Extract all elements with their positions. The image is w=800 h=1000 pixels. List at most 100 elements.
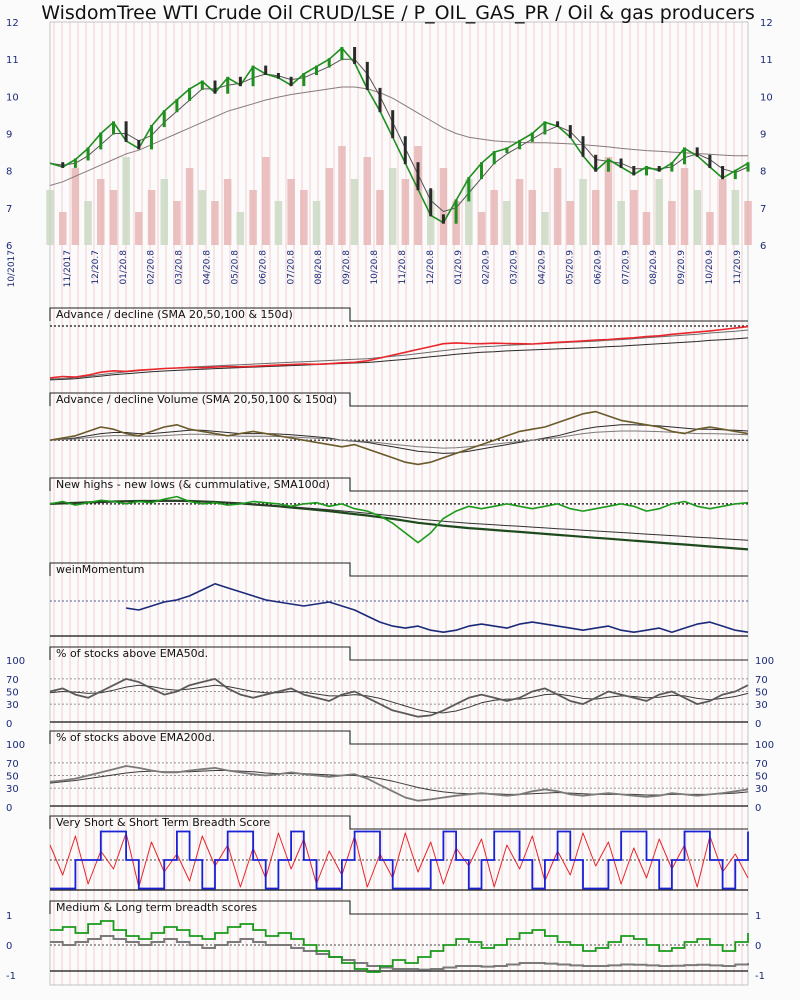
percent-y-tick-right: 30 xyxy=(755,784,768,795)
price-candle xyxy=(530,132,534,142)
panel-title: Advance / decline Volume (SMA 20,50,100 … xyxy=(56,393,337,406)
x-tick-label: 02/20.9 xyxy=(482,250,492,285)
panel-title: % of stocks above EMA200d. xyxy=(56,731,215,744)
volume-bar xyxy=(147,190,156,245)
volume-bar xyxy=(718,179,727,245)
price-y-tick-right: 7 xyxy=(760,204,766,215)
volume-bar xyxy=(338,146,346,245)
x-tick-label: 03/20.9 xyxy=(510,250,520,285)
price-slow-ma-line xyxy=(49,86,748,186)
price-candle xyxy=(480,162,483,180)
price-candle xyxy=(61,162,65,168)
panel-header-tab xyxy=(49,392,748,407)
percent-y-tick-left: 30 xyxy=(6,700,19,711)
price-candle xyxy=(518,139,522,150)
volume-bar xyxy=(274,201,283,245)
percent-y-tick-right: 50 xyxy=(755,772,768,783)
volume-bar xyxy=(109,190,118,245)
price-candle xyxy=(315,65,318,75)
volume-bar xyxy=(185,168,194,245)
chart-title: WisdomTree WTI Crude Oil CRUD/LSE / P_OI… xyxy=(41,2,755,24)
price-candle xyxy=(708,154,712,168)
volume-bar xyxy=(731,190,740,245)
price-y-tick-right: 8 xyxy=(760,167,766,178)
price-y-tick-right: 10 xyxy=(760,92,773,103)
price-candle xyxy=(175,99,179,113)
x-tick-label: 09/20.9 xyxy=(677,250,687,285)
panel-header-tab xyxy=(49,815,748,830)
price-y-tick-right: 9 xyxy=(760,130,766,141)
percent-line xyxy=(49,765,749,802)
panel-header-tab xyxy=(49,477,748,492)
price-candle xyxy=(594,154,598,172)
cumulative-line xyxy=(49,499,749,551)
price-candle xyxy=(340,47,344,61)
x-tick-label: 10/2017 xyxy=(7,250,17,287)
volume-bar xyxy=(604,157,613,245)
volume-bar xyxy=(46,190,54,245)
volume-bar xyxy=(655,179,663,245)
price-candle xyxy=(645,166,648,176)
volume-bar xyxy=(579,179,587,245)
x-tick-label: 10/20.9 xyxy=(705,250,715,285)
volume-bar xyxy=(401,179,410,245)
volume-bar xyxy=(706,212,714,245)
price-candle xyxy=(251,65,255,87)
price-y-tick-right: 11 xyxy=(760,55,773,66)
long-term-line xyxy=(50,935,749,971)
price-candle xyxy=(378,87,382,113)
volume-bar xyxy=(262,157,270,245)
panel-header-tab xyxy=(49,307,748,322)
price-candle xyxy=(505,147,509,154)
price-candle xyxy=(188,87,192,101)
x-tick-label: 12/20.7 xyxy=(91,250,101,285)
price-candle xyxy=(657,166,661,172)
panel-series-line xyxy=(49,410,749,466)
score-y-tick-left: 1 xyxy=(6,911,12,922)
percent-y-tick-left: 70 xyxy=(6,759,19,770)
ma-line xyxy=(49,770,749,796)
volume-bar xyxy=(249,190,257,245)
price-candle xyxy=(746,162,750,172)
momentum-line xyxy=(125,583,749,633)
price-y-tick-left: 9 xyxy=(6,130,12,141)
price-fast-ma-line xyxy=(49,58,749,212)
percent-line xyxy=(49,678,749,718)
price-candle xyxy=(403,136,407,165)
percent-y-tick-left: 30 xyxy=(6,784,19,795)
panel-header-tab xyxy=(49,730,748,745)
volume-bar xyxy=(630,190,638,245)
volume-bar xyxy=(427,190,435,245)
price-candle xyxy=(213,80,217,94)
percent-y-tick-right: 70 xyxy=(755,675,768,686)
volume-bar xyxy=(223,179,232,245)
price-candle xyxy=(353,47,357,64)
price-candle xyxy=(327,58,331,68)
volume-bar xyxy=(84,201,92,245)
volume-bar xyxy=(439,168,448,245)
x-tick-label: 08/20.8 xyxy=(314,250,324,285)
percent-y-tick-left: 70 xyxy=(6,675,19,686)
x-tick-label: 03/20.8 xyxy=(175,250,185,285)
percent-y-tick-right: 30 xyxy=(755,700,768,711)
x-tick-label: 06/20.9 xyxy=(593,250,603,285)
volume-bar xyxy=(515,179,524,245)
price-y-tick-left: 11 xyxy=(6,55,19,66)
volume-bar xyxy=(71,168,80,245)
price-candle xyxy=(568,125,572,139)
price-candle xyxy=(238,76,242,87)
price-candle xyxy=(581,136,585,157)
x-tick-label: 01/20.8 xyxy=(119,250,129,285)
price-candle xyxy=(289,76,293,87)
x-tick-label: 02/20.8 xyxy=(147,250,157,285)
volume-bar xyxy=(350,179,359,245)
percent-y-tick-left: 100 xyxy=(6,656,25,667)
percent-y-tick-right: 100 xyxy=(755,740,774,751)
x-tick-label: 09/20.8 xyxy=(342,250,352,285)
x-tick-label: 04/20.8 xyxy=(203,250,213,285)
short-term-line xyxy=(50,830,749,890)
volume-bar xyxy=(566,201,575,245)
panel-header-tab xyxy=(49,562,748,577)
volume-bar xyxy=(744,201,752,245)
